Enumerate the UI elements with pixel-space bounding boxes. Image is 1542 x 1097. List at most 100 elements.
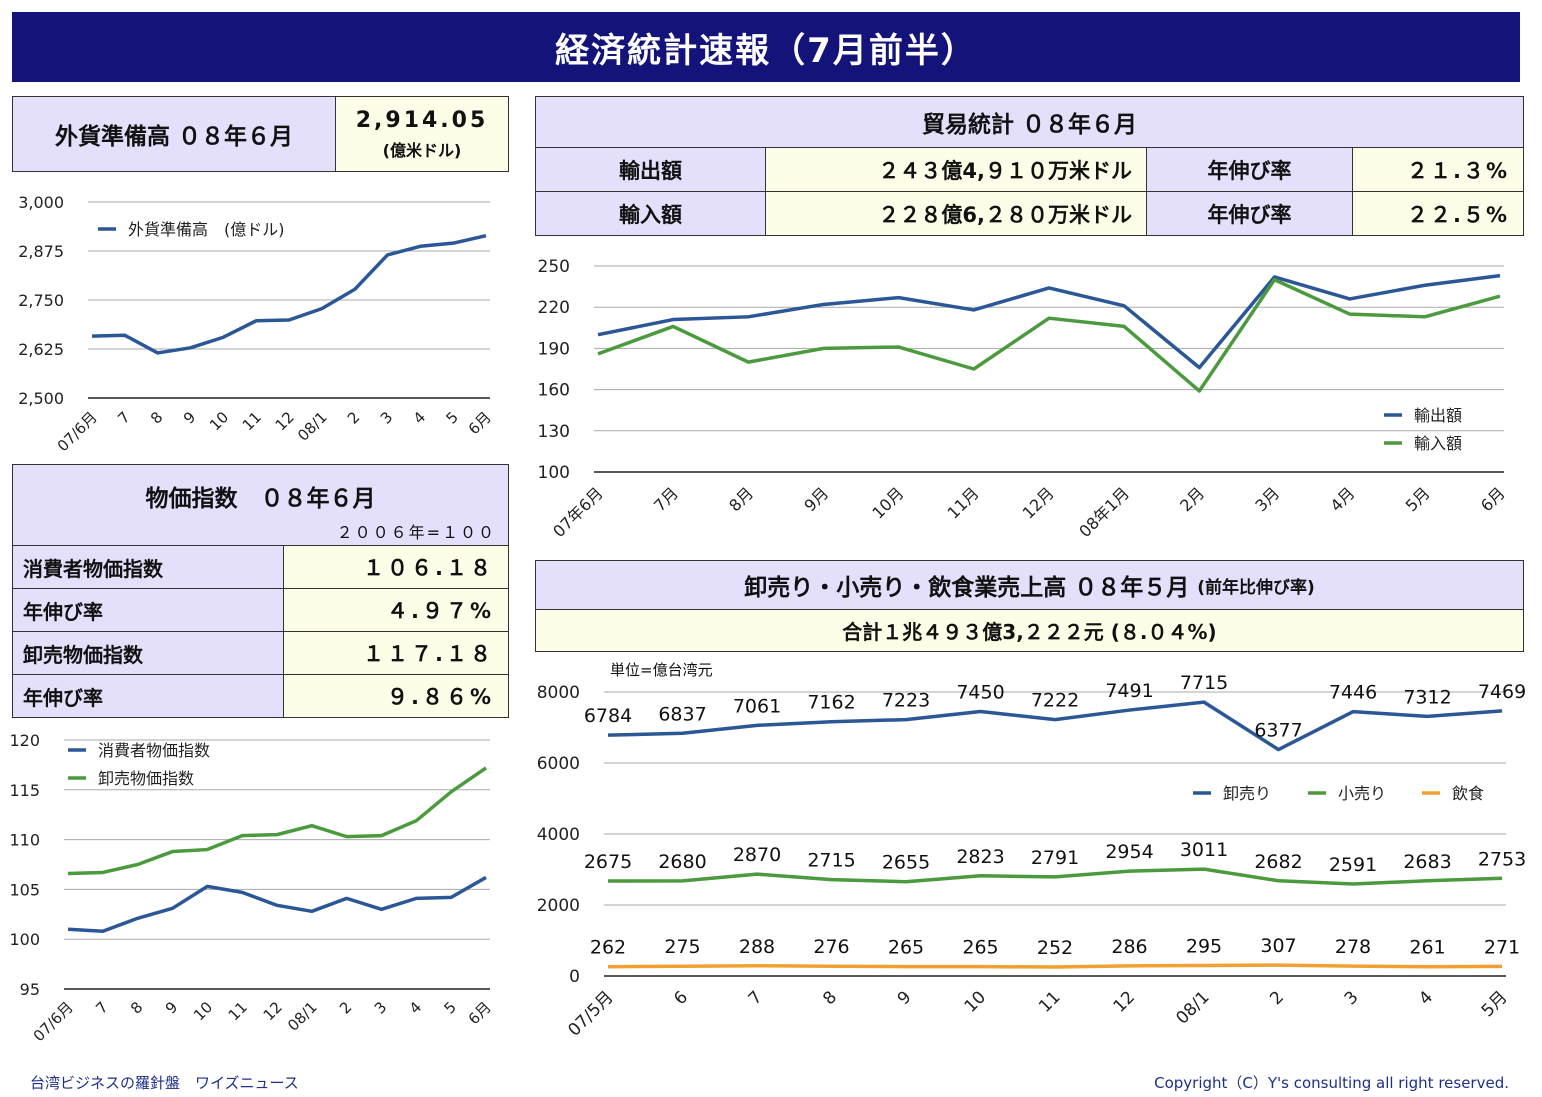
data-label: 6837 [658,703,706,725]
x-tick-label: 08年1月 [1075,483,1133,541]
series-line-2 [607,867,1503,886]
wpi-growth-label: 年伸び率 [12,674,284,718]
x-tick-label: 8 [819,987,841,1009]
fx-heading: 外貨準備高 ０８年６月 [12,96,336,172]
series-line-3 [607,963,1503,969]
trade-export-growth: ２１.３% [1352,147,1524,192]
legend-label: 外貨準備高 (億ドル) [128,220,285,239]
x-tick-label: 10 [190,998,216,1024]
x-tick-label: 12 [260,998,286,1024]
series-line-1 [91,234,487,355]
x-tick-label: 12月 [1019,483,1058,522]
y-tick-label: 2,875 [18,242,64,261]
series-line-1 [607,700,1503,752]
x-tick-label: 8月 [725,483,757,515]
footer-left: 台湾ビジネスの羅針盤 ワイズニュース [30,1074,299,1092]
data-label: 7491 [1105,680,1153,702]
x-tick-label: 08/1 [1172,987,1213,1028]
x-tick-label: 7月 [650,483,682,515]
data-label: 7162 [807,692,855,714]
x-tick-label: 07/6月 [54,408,101,455]
data-label: 7450 [956,682,1004,704]
data-label: 6377 [1254,720,1302,742]
data-label: 2682 [1254,851,1302,873]
x-tick-label: 10月 [868,483,907,522]
y-tick-label: 6000 [537,754,580,774]
y-tick-label: 110 [9,831,40,850]
data-label: 7222 [1031,690,1079,712]
fx-chart: 2,500 2,625 2,750 2,875 3,000 07/6月 7 8 9 10 11 120… [18,193,495,455]
series-line-2 [67,766,487,876]
data-label: 7469 [1478,681,1526,703]
data-label: 2954 [1105,841,1153,863]
y-tick-label: 105 [9,880,40,899]
trade-import-value: ２２８億6,２８０万米ドル [765,191,1147,236]
data-label: 2591 [1329,854,1377,876]
x-tick-label: 07/5月 [564,987,617,1040]
data-label: 7061 [733,695,781,717]
y-tick-label: 2,500 [18,389,64,408]
x-tick-label: 5 [443,408,462,427]
y-tick-label: 3,000 [18,193,64,212]
y-tick-label: 0 [569,967,580,987]
x-tick-label: 11月 [944,483,983,522]
fx-value: 2,914.05 [355,107,489,133]
y-tick-label: 100 [9,930,40,949]
data-label: 2753 [1478,848,1526,870]
x-tick-label: 6 [670,987,692,1009]
trade-import-growth-label: 年伸び率 [1146,191,1353,236]
data-label: 2680 [658,851,706,873]
trade-chart: 100 130 160 190 220 250 07年6月 7月 8月 9月 10月 11月 12月 08… [538,257,1509,541]
footer-right: Copyright（C）Y's consulting all right res… [1154,1074,1509,1092]
series-line-1 [597,273,1501,370]
data-label: 271 [1484,936,1520,958]
sales-chart: 0 2000 4000 6000 8000 07/5月 6 7 8 9 10 11 12 08/1 2 3 4 5… [537,672,1526,1040]
data-label: 7312 [1403,686,1451,708]
data-label: 288 [739,936,775,958]
y-tick-label: 190 [538,339,570,359]
x-tick-label: 7 [745,987,767,1009]
data-label: 3011 [1180,839,1228,861]
x-tick-label: 07/6月 [30,998,77,1045]
price-base: ２００６年=１００ [336,523,496,542]
x-tick-label: 6月 [465,998,495,1028]
data-label: 276 [813,936,849,958]
wpi-growth-value: ９.８６% [283,674,509,718]
y-tick-label: 120 [9,731,40,750]
y-tick-label: 130 [538,422,570,442]
y-tick-label: 8000 [537,683,580,703]
sales-unit-note: 単位=億台湾元 [610,661,713,679]
data-label: 307 [1260,935,1296,957]
legend-label: 飲食 [1452,784,1484,803]
fx-unit: (億米ドル) [382,140,462,160]
x-tick-label: 9月 [800,483,832,515]
sales-total: 合計１兆４９３億3,２２２元 (８.０４%) [535,609,1524,652]
data-label: 2791 [1031,847,1079,869]
x-tick-label: 11 [1035,987,1064,1016]
data-label: 295 [1186,936,1222,958]
data-label: 2715 [807,850,855,872]
y-tick-label: 4000 [537,825,580,845]
x-tick-label: 12 [1110,987,1139,1016]
x-tick-label: 4 [406,998,425,1017]
x-tick-label: 6月 [465,408,495,438]
price-heading: 物価指数 ０８年６月 [145,486,376,512]
fx-value-box: 2,914.05 (億米ドル) [335,96,509,172]
x-tick-label: 9 [180,408,199,427]
x-tick-label: 8 [127,998,146,1017]
data-label: 2675 [584,851,632,873]
x-tick-label: 3 [1341,987,1363,1009]
data-label: 7715 [1180,672,1228,694]
x-tick-label: 10 [206,408,232,434]
x-tick-label: 12 [272,408,298,434]
sales-heading: 卸売り・小売り・飲食業売上高 ０８年５月 [744,575,1190,601]
y-tick-label: 2,750 [18,291,64,310]
y-tick-label: 115 [9,781,40,800]
data-label: 2683 [1403,851,1451,873]
x-tick-label: 08/1 [294,408,331,445]
x-tick-label: 5月 [1478,987,1512,1021]
data-label: 265 [962,937,998,959]
x-tick-label: 4月 [1327,483,1359,515]
x-tick-label: 10 [961,987,990,1016]
